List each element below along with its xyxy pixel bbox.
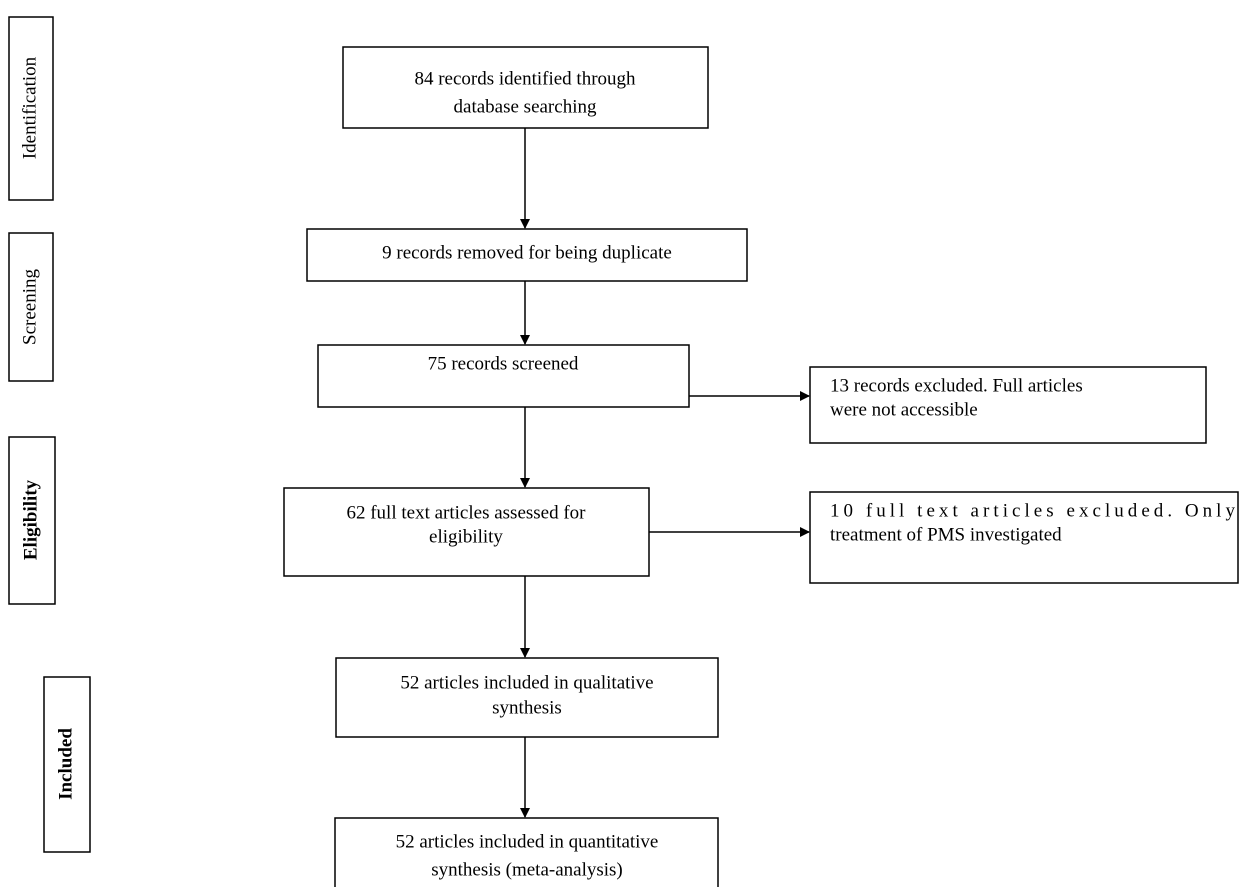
stage-label: Included (55, 728, 76, 800)
stage-label: Identification (19, 56, 40, 159)
node-text: 52 articles included in quantitative (396, 831, 659, 852)
node-box (809, 366, 1207, 444)
node-text: were not accessible (830, 399, 978, 420)
stage-label: Screening (19, 269, 40, 345)
node-text: 75 records screened (428, 353, 579, 374)
node-text: 13 records excluded. Full articles (830, 375, 1083, 396)
node-text: 62 full text articles assessed for (346, 502, 586, 523)
node-text: 9 records removed for being duplicate (382, 242, 672, 263)
node-box (283, 487, 650, 577)
node-text: database searching (454, 96, 597, 117)
node-box (342, 46, 709, 129)
node-text: synthesis (492, 697, 562, 718)
stage-box (8, 16, 54, 201)
stage-box (8, 436, 56, 605)
stage-label: Eligibility (20, 479, 41, 560)
node-text: treatment of PMS investigated (830, 524, 1062, 545)
node-box (334, 817, 719, 887)
node-text: synthesis (meta-analysis) (431, 859, 623, 880)
stage-box (43, 676, 91, 853)
node-box (809, 491, 1239, 584)
node-text: 84 records identified through (414, 68, 636, 89)
node-box (306, 228, 748, 282)
node-box (335, 657, 719, 738)
stage-box (8, 232, 54, 382)
node-text: 52 articles included in qualitative (400, 672, 653, 693)
node-text: eligibility (429, 526, 503, 547)
node-box (317, 344, 690, 408)
